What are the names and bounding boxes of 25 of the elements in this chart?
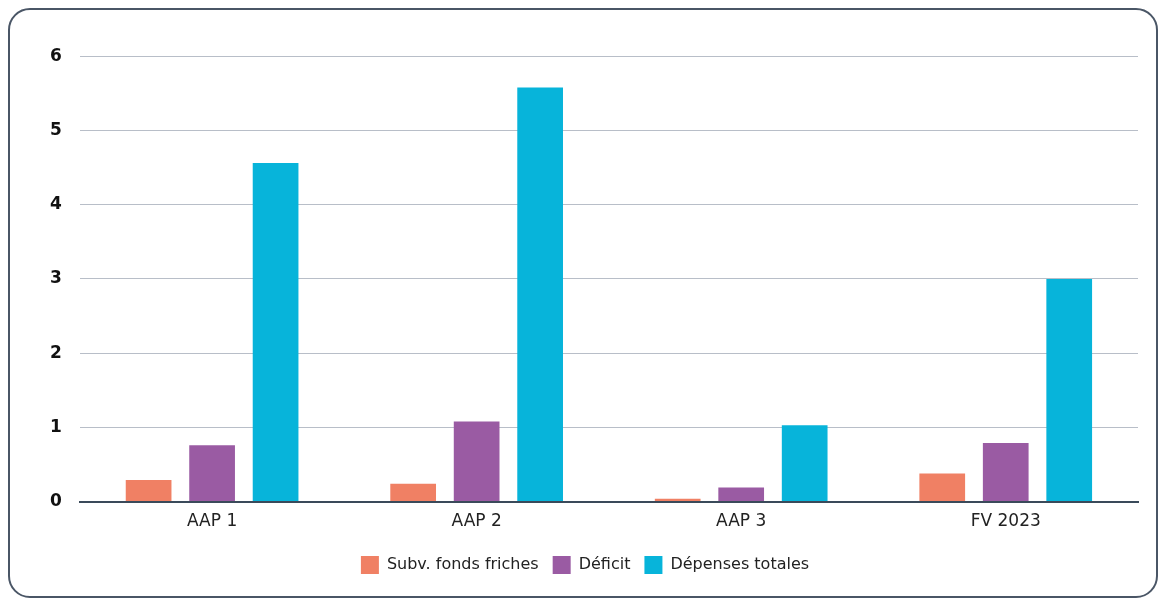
bar: [718, 487, 765, 502]
y-tick-label: 3: [49, 267, 62, 288]
bar: [517, 87, 563, 502]
bar: [125, 480, 172, 502]
legend-label: Déficit: [578, 554, 631, 574]
x-tick-label: AAP 2: [451, 510, 502, 531]
y-tick-label: 5: [49, 118, 62, 139]
bar: [189, 445, 235, 502]
y-tick-label: 4: [49, 193, 62, 214]
legend-label: Subv. fonds friches: [386, 554, 539, 574]
legend-label: Dépenses totales: [670, 554, 810, 574]
x-tick-label: AAP 1: [187, 510, 238, 531]
x-tick-label: AAP 3: [716, 510, 767, 531]
x-tick-label: FV 2023: [970, 510, 1041, 531]
bar: [1046, 278, 1093, 502]
bar: [252, 163, 299, 502]
y-tick-label: 6: [49, 44, 62, 65]
bar: [453, 421, 500, 502]
y-tick-label: 0: [49, 490, 62, 511]
y-tick-label: 2: [49, 341, 62, 362]
bar: [781, 425, 828, 502]
bar: [390, 483, 437, 502]
bar: [982, 442, 1029, 502]
bar: [919, 473, 966, 502]
y-tick-label: 1: [49, 415, 62, 436]
